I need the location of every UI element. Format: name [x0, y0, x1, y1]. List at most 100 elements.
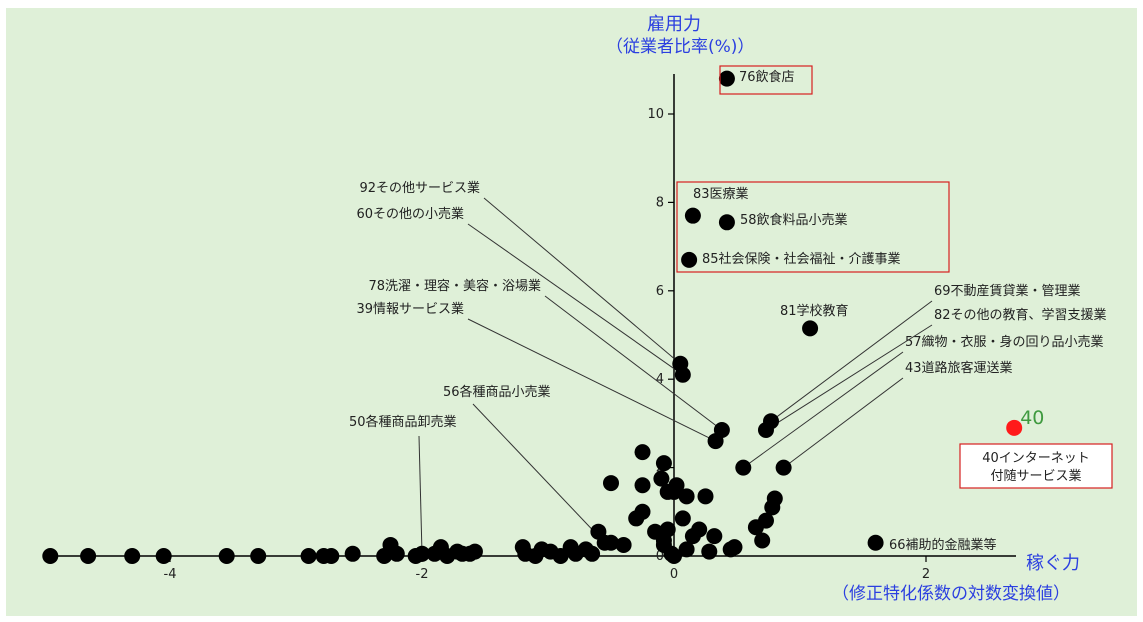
x-tick-label: 0 [670, 567, 678, 582]
data-point [250, 548, 267, 564]
data-point [42, 548, 59, 564]
data-point [388, 545, 405, 562]
data-point [666, 548, 682, 564]
y-axis-title: 雇用力 [647, 14, 701, 35]
point-labels: 76飲食店 83医療業 58飲食料品小売業 85社会保険・社会福祉・介護事業 81学校教… [349, 69, 1107, 553]
data-point [155, 548, 172, 564]
data-point [80, 548, 97, 564]
scatter-chart: -4 -2 0 2 0 2 4 6 8 10 76飲食店 83医療業 58飲食料品小売業 85社会保険… [42, 14, 1113, 604]
point-label: 76飲食店 [739, 69, 795, 85]
data-point [701, 543, 718, 560]
axes-group: -4 -2 0 2 0 2 4 6 8 10 [46, 74, 1016, 582]
data-point [655, 455, 672, 472]
data-point [674, 510, 691, 527]
data-point [697, 488, 714, 505]
leader-line [467, 223, 684, 376]
data-point [603, 475, 619, 492]
point-label: 57織物・衣服・身の回り品小売業 [905, 334, 1104, 350]
data-point [615, 536, 632, 553]
point-label: 60その他の小売業 [356, 206, 464, 222]
highlight-name-line: 40インターネット [982, 451, 1090, 466]
data-point [707, 433, 724, 450]
point-label: 56各種商品小売業 [443, 384, 551, 400]
data-point [757, 422, 774, 439]
point-label: 83医療業 [693, 186, 749, 202]
highlight-box [676, 181, 950, 273]
data-point [718, 70, 735, 87]
data-point [681, 251, 698, 268]
highlight-box [719, 65, 813, 95]
x-tick-label: 2 [922, 567, 930, 582]
y-tick-label: 6 [656, 284, 664, 299]
point-label: 85社会保険・社会福祉・介護事業 [702, 251, 901, 267]
point-label: 58飲食料品小売業 [740, 212, 848, 228]
point-label: 81学校教育 [780, 303, 849, 319]
point-label: 69不動産賃貸業・管理業 [934, 283, 1081, 299]
data-point [766, 490, 783, 507]
data-point [124, 548, 141, 564]
leader-line [544, 295, 723, 431]
data-point [218, 548, 235, 564]
data-point [414, 545, 430, 562]
highlight-point-label: 40 [1020, 407, 1044, 429]
data-point [706, 528, 723, 545]
data-point [466, 543, 483, 560]
x-tick-label: -2 [416, 567, 429, 582]
highlight-box [959, 443, 1113, 489]
data-point [674, 366, 691, 383]
data-point [634, 444, 651, 461]
data-point [726, 539, 743, 556]
point-label: 39情報サービス業 [356, 301, 464, 317]
point-label: 50各種商品卸売業 [349, 414, 457, 430]
y-tick-label: 10 [647, 107, 664, 122]
data-point [300, 548, 317, 564]
data-point [655, 536, 672, 553]
data-point [735, 459, 752, 476]
x-axis-ticks: -4 -2 0 2 [164, 556, 930, 582]
x-axis-title: 稼ぐ力 [1026, 553, 1080, 574]
data-point [323, 548, 340, 564]
point-label: 43道路旅客運送業 [905, 360, 1013, 376]
y-tick-label: 0 [656, 549, 664, 564]
leader-line [765, 324, 933, 431]
point-label: 92その他サービス業 [359, 180, 480, 196]
point-label: 66補助的金融業等 [889, 537, 997, 553]
data-point [596, 534, 613, 551]
y-axis-subtitle: （従業者比率(%)） [606, 37, 754, 57]
data-point [802, 320, 819, 337]
data-point [653, 470, 670, 487]
data-points [42, 70, 1023, 564]
data-point [691, 521, 708, 538]
highlight-point [1006, 419, 1023, 436]
data-point [668, 477, 685, 494]
data-point [678, 541, 695, 558]
y-tick-label: 8 [656, 195, 664, 210]
leader-line [743, 351, 904, 469]
y-tick-label: 4 [656, 372, 664, 387]
leader-line [483, 197, 681, 365]
data-point [754, 532, 771, 549]
data-point [634, 503, 651, 520]
data-point [718, 214, 735, 231]
data-point [634, 477, 651, 494]
data-point [344, 545, 361, 562]
leader-line [472, 403, 606, 544]
point-label: 78洗濯・理容・美容・浴場業 [368, 278, 541, 294]
data-point [678, 488, 695, 505]
chart-area: -4 -2 0 2 0 2 4 6 8 10 76飲食店 83医療業 58飲食料品小売業 85社会保険… [6, 8, 1137, 616]
highlight-name-line: 付随サービス業 [990, 468, 1081, 484]
x-axis-subtitle: （修正特化係数の対数変換値） [832, 584, 1070, 604]
x-tick-label: -4 [164, 567, 177, 582]
data-point [659, 521, 676, 538]
leader-line [770, 300, 933, 422]
data-point [867, 534, 884, 551]
data-point [684, 207, 701, 224]
leader-line [418, 435, 423, 554]
leader-line [467, 318, 716, 442]
data-point [775, 459, 792, 476]
point-label: 82その他の教育、学習支援業 [934, 307, 1107, 323]
data-point [757, 512, 774, 529]
highlight-boxes [676, 65, 1113, 489]
leader-line [783, 377, 904, 468]
data-point [584, 545, 601, 562]
